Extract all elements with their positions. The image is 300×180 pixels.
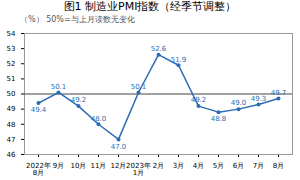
- html-text:图1 制造业PMI指数（经季节调整）: 图1 制造业PMI指数（经季节调整）: [63, 0, 237, 13]
- svg-text:5月: 5月: [213, 162, 224, 170]
- svg-text:7月: 7月: [253, 162, 264, 170]
- svg-text:10月: 10月: [71, 162, 87, 170]
- svg-text:51: 51: [7, 75, 16, 83]
- svg-text:50.1: 50.1: [51, 83, 67, 91]
- svg-text:47.0: 47.0: [111, 143, 127, 151]
- svg-text:2023年1月: 2023年1月: [126, 162, 151, 177]
- html-text:（%） 50%=与上月读数无变化: （%） 50%=与上月读数无变化: [20, 15, 135, 24]
- svg-text:9月: 9月: [53, 162, 64, 170]
- svg-text:54: 54: [7, 30, 16, 38]
- svg-text:50: 50: [7, 90, 16, 98]
- svg-text:48: 48: [7, 120, 16, 128]
- svg-text:11月: 11月: [91, 162, 107, 170]
- svg-text:48.0: 48.0: [91, 114, 107, 122]
- svg-text:48.8: 48.8: [211, 115, 227, 123]
- svg-text:6月: 6月: [233, 162, 244, 170]
- svg-text:52.6: 52.6: [151, 45, 167, 53]
- svg-text:49: 49: [7, 105, 16, 113]
- svg-text:8月: 8月: [273, 162, 284, 170]
- svg-text:47: 47: [7, 136, 16, 144]
- svg-text:2022年8月: 2022年8月: [26, 162, 51, 177]
- svg-text:4月: 4月: [193, 162, 204, 170]
- svg-text:49.3: 49.3: [251, 95, 267, 103]
- svg-text:52: 52: [7, 60, 16, 68]
- svg-text:49.7: 49.7: [271, 89, 287, 97]
- svg-text:12月: 12月: [111, 162, 127, 170]
- svg-text:3月: 3月: [173, 162, 184, 170]
- svg-text:49.0: 49.0: [231, 99, 247, 107]
- svg-text:2月: 2月: [153, 162, 164, 170]
- svg-text:46: 46: [7, 151, 16, 159]
- svg-text:49.2: 49.2: [191, 96, 207, 104]
- svg-text:49.4: 49.4: [31, 106, 47, 114]
- svg-text:53: 53: [7, 45, 16, 53]
- svg-text:49.2: 49.2: [71, 96, 87, 104]
- svg-text:51.9: 51.9: [171, 56, 187, 64]
- svg-text:50.1: 50.1: [131, 83, 147, 91]
